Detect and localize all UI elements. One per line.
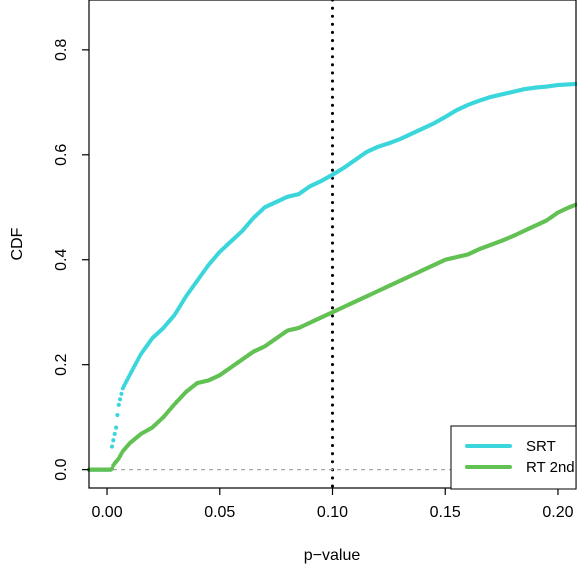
x-axis-label: p−value [304, 547, 361, 564]
series-point [116, 402, 121, 407]
y-tick-label: 0.6 [53, 144, 70, 166]
series-rt2nd [86, 202, 577, 472]
x-tick-label: 0.05 [204, 504, 235, 521]
legend: SRT RT 2nd [450, 425, 577, 490]
legend-label-srt: SRT [526, 438, 556, 455]
series-point [113, 425, 119, 430]
x-tick-label: 0.20 [542, 504, 573, 521]
series-point [119, 391, 124, 396]
series-point [109, 444, 115, 449]
y-tick-label: 0.2 [53, 353, 70, 375]
series-point [118, 397, 123, 402]
y-axis-label: CDF [9, 227, 26, 260]
y-tick-label: 0.4 [53, 249, 70, 271]
legend-label-rt2nd: RT 2nd [526, 459, 575, 476]
y-tick-label: 0.0 [53, 458, 70, 480]
series-point [109, 466, 115, 471]
x-tick-label: 0.10 [317, 504, 348, 521]
plot-layer [86, 0, 577, 490]
y-tick-label: 0.8 [53, 39, 70, 61]
series-point [112, 431, 117, 437]
series-point [115, 412, 120, 418]
x-tick-label: 0.15 [430, 504, 461, 521]
x-tick-label: 0.00 [91, 504, 122, 521]
series-point [111, 438, 116, 443]
axis-layer: 0.00 0.05 0.10 0.15 0.20 0.0 0.2 0.4 0.6 0.8 [53, 39, 574, 521]
legend-box [450, 425, 577, 490]
